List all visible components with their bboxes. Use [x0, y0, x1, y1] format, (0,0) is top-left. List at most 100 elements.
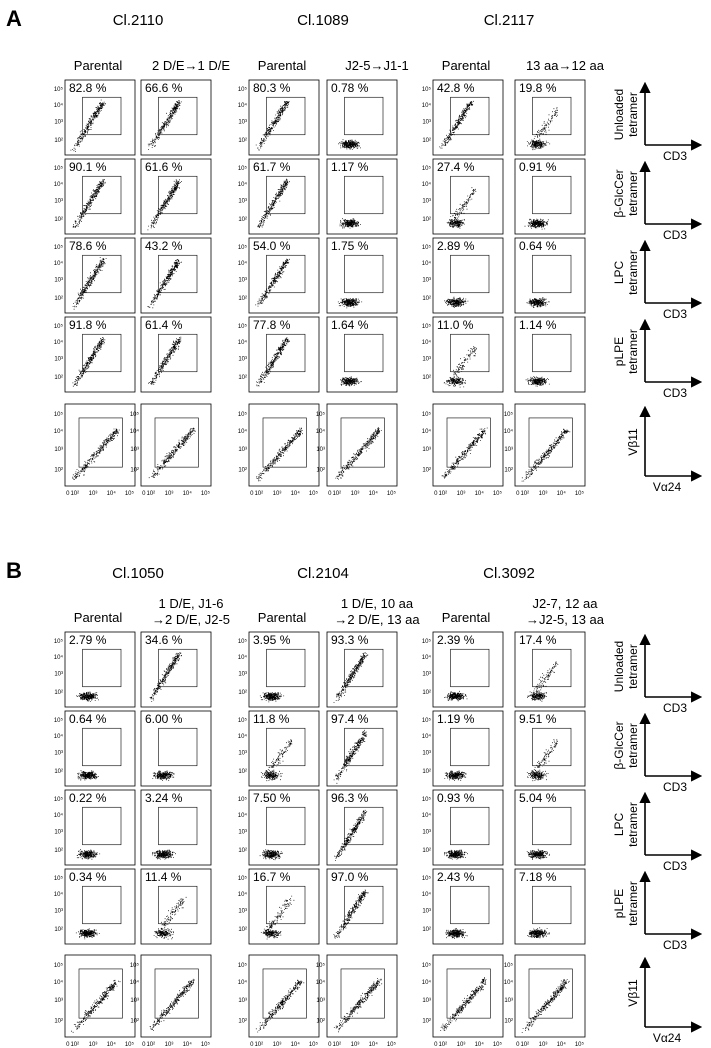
dots [260, 895, 295, 940]
y-tick-label: 10² [54, 769, 63, 775]
x-tick-label: 10⁴ [107, 1041, 117, 1048]
y-tick-label: 10⁴ [54, 733, 64, 740]
dots [338, 139, 361, 150]
x-axis-label: Vα24 [653, 1031, 682, 1045]
gate [532, 727, 572, 767]
clone-title: Cl.1050 [112, 565, 164, 582]
y-tick-label: 10² [54, 468, 63, 474]
y-tick-label: 10⁵ [54, 411, 64, 418]
x-tick-label: 0 [250, 1042, 254, 1048]
x-tick-label: 0 [516, 491, 520, 497]
gate [262, 968, 307, 1019]
y-tick-label: 10⁵ [54, 244, 64, 251]
gate [154, 417, 199, 468]
y-tick-label: 10² [54, 1019, 63, 1025]
gate [266, 96, 306, 136]
x-tick-label: 10⁵ [493, 490, 503, 497]
plot-frame [140, 789, 212, 866]
gate-percent: 90.1 % [69, 160, 107, 174]
y-tick-label: 10³ [238, 119, 247, 125]
gate-percent: 16.7 % [253, 870, 291, 884]
row-label: tetramer [626, 802, 640, 847]
dots [153, 896, 187, 940]
dots [444, 690, 468, 702]
x-axis-label: CD3 [663, 386, 687, 400]
gate [450, 96, 490, 136]
gate-percent: 0.78 % [331, 81, 369, 95]
x-tick-label: 10³ [89, 1042, 98, 1048]
gate [82, 96, 122, 136]
plot-frame [140, 79, 212, 156]
gate-percent: 1.64 % [331, 318, 369, 332]
y-tick-label: 10⁵ [54, 638, 64, 645]
y-tick-label: 10³ [422, 277, 431, 283]
y-tick-label: 10⁵ [422, 717, 432, 724]
y-tick-label: 10⁴ [422, 979, 432, 986]
dots [333, 889, 369, 939]
y-tick-label: 10³ [54, 750, 63, 756]
gate-percent: 42.8 % [437, 81, 475, 95]
x-tick-label: 10⁵ [125, 490, 135, 497]
gate [450, 175, 490, 215]
y-tick-label: 10⁴ [422, 891, 432, 898]
gate [158, 885, 198, 925]
x-tick-label: 10² [146, 1042, 155, 1048]
plot-frame [248, 316, 320, 393]
column-header: J2-5→J1-1 [345, 58, 409, 73]
gate [262, 417, 307, 468]
x-tick-label: 10² [520, 491, 529, 497]
y-tick-label: 10⁵ [422, 796, 432, 803]
x-tick-label: 10² [146, 491, 155, 497]
dots [526, 107, 558, 151]
y-tick-label: 10⁴ [54, 181, 64, 188]
y-tick-label: 10³ [504, 998, 513, 1004]
dots [260, 739, 293, 782]
y-tick-label: 10⁴ [422, 339, 432, 346]
y-tick-label: 10² [54, 927, 63, 933]
plot-frame [432, 316, 504, 393]
x-tick-label: 10⁴ [369, 490, 379, 497]
dots [149, 652, 182, 702]
y-tick-label: 10³ [422, 998, 431, 1004]
row-label: tetramer [626, 881, 640, 926]
x-tick-label: 10² [438, 1042, 447, 1048]
y-tick-label: 10⁵ [316, 962, 326, 969]
column-header: Parental [74, 610, 123, 625]
y-tick-label: 10⁴ [130, 979, 140, 986]
gate [450, 806, 490, 846]
y-tick-label: 10⁴ [238, 891, 248, 898]
y-tick-label: 10² [54, 690, 63, 696]
plot-frame [64, 789, 136, 866]
y-tick-label: 10² [422, 690, 431, 696]
gate-percent: 97.0 % [331, 870, 369, 884]
x-tick-label: 10⁴ [183, 1041, 193, 1048]
x-tick-label: 10⁵ [387, 490, 397, 497]
plot-frame [432, 710, 504, 787]
column-header: 1 D/E, 10 aa [341, 596, 414, 611]
x-tick-label: 0 [142, 1042, 146, 1048]
y-tick-label: 10⁵ [54, 323, 64, 330]
gate-percent: 43.2 % [145, 239, 183, 253]
y-tick-label: 10⁵ [422, 638, 432, 645]
x-tick-label: 10³ [165, 491, 174, 497]
y-tick-label: 10² [238, 375, 247, 381]
y-tick-label: 10² [422, 1019, 431, 1025]
gate [266, 333, 306, 373]
y-tick-label: 10³ [54, 998, 63, 1004]
y-tick-label: 10⁴ [422, 654, 432, 661]
dots [441, 427, 488, 479]
gate-percent: 1.17 % [331, 160, 369, 174]
plot-frame [64, 237, 136, 314]
y-tick-label: 10⁵ [238, 165, 248, 172]
x-tick-label: 10⁵ [387, 1041, 397, 1048]
gate [82, 254, 122, 294]
x-tick-label: 10³ [273, 1042, 282, 1048]
row-label: LPC [612, 260, 626, 284]
gate [82, 175, 122, 215]
x-tick-label: 10⁵ [201, 1041, 211, 1048]
gate-percent: 77.8 % [253, 318, 291, 332]
plot-frame [432, 789, 504, 866]
plot-frame [64, 631, 136, 708]
gate-percent: 61.7 % [253, 160, 291, 174]
dots [333, 652, 369, 703]
